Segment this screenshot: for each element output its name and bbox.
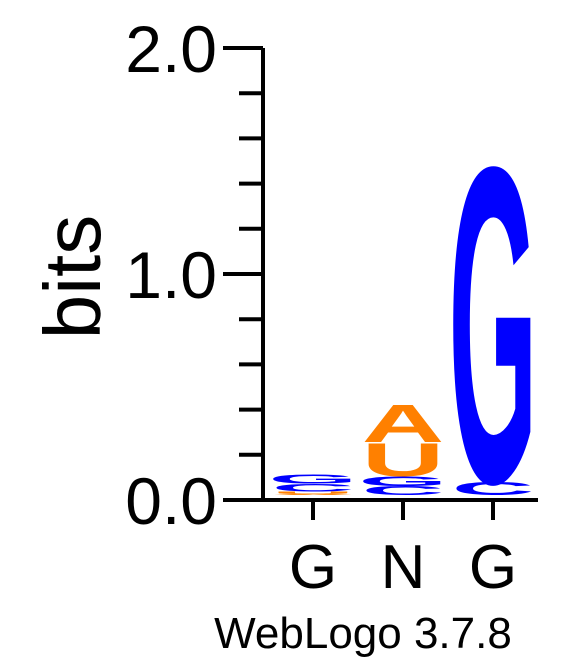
glyph-A: A (272, 494, 355, 496)
glyph-letter: G (449, 73, 538, 578)
y-axis-label: bits (28, 215, 117, 340)
glyph-letter: C (272, 482, 355, 494)
glyph-letter: U (362, 433, 445, 486)
x-tick-label: N (381, 533, 426, 602)
y-tick-label: 1.0 (125, 238, 217, 312)
x-tick-label: G (289, 533, 337, 602)
glyph-letter: U (272, 491, 355, 495)
glyph-A: A (362, 393, 445, 453)
glyph-C: C (362, 484, 445, 498)
glyph-U: U (272, 491, 355, 495)
glyph-letter: G (359, 473, 448, 489)
glyph-letter: C (362, 484, 445, 498)
glyph-G: G (449, 73, 538, 578)
weblogo-version-footer: WebLogo 3.7.8 (214, 609, 512, 658)
y-axis: 0.0 1.0 2.0 (125, 12, 265, 538)
glyph-C: C (272, 482, 355, 494)
x-tick-label: G (469, 533, 517, 602)
glyph-G: G (359, 473, 448, 489)
glyph-G: G (269, 472, 358, 486)
glyph-C: C (452, 478, 535, 499)
glyph-letter: C (452, 478, 535, 499)
glyph-U: U (362, 433, 445, 486)
glyph-letter: G (269, 472, 358, 486)
y-tick-label: 0.0 (125, 464, 217, 538)
glyph-letter: A (362, 393, 445, 453)
y-tick-label: 2.0 (125, 12, 217, 86)
glyph-letter: A (272, 494, 355, 496)
